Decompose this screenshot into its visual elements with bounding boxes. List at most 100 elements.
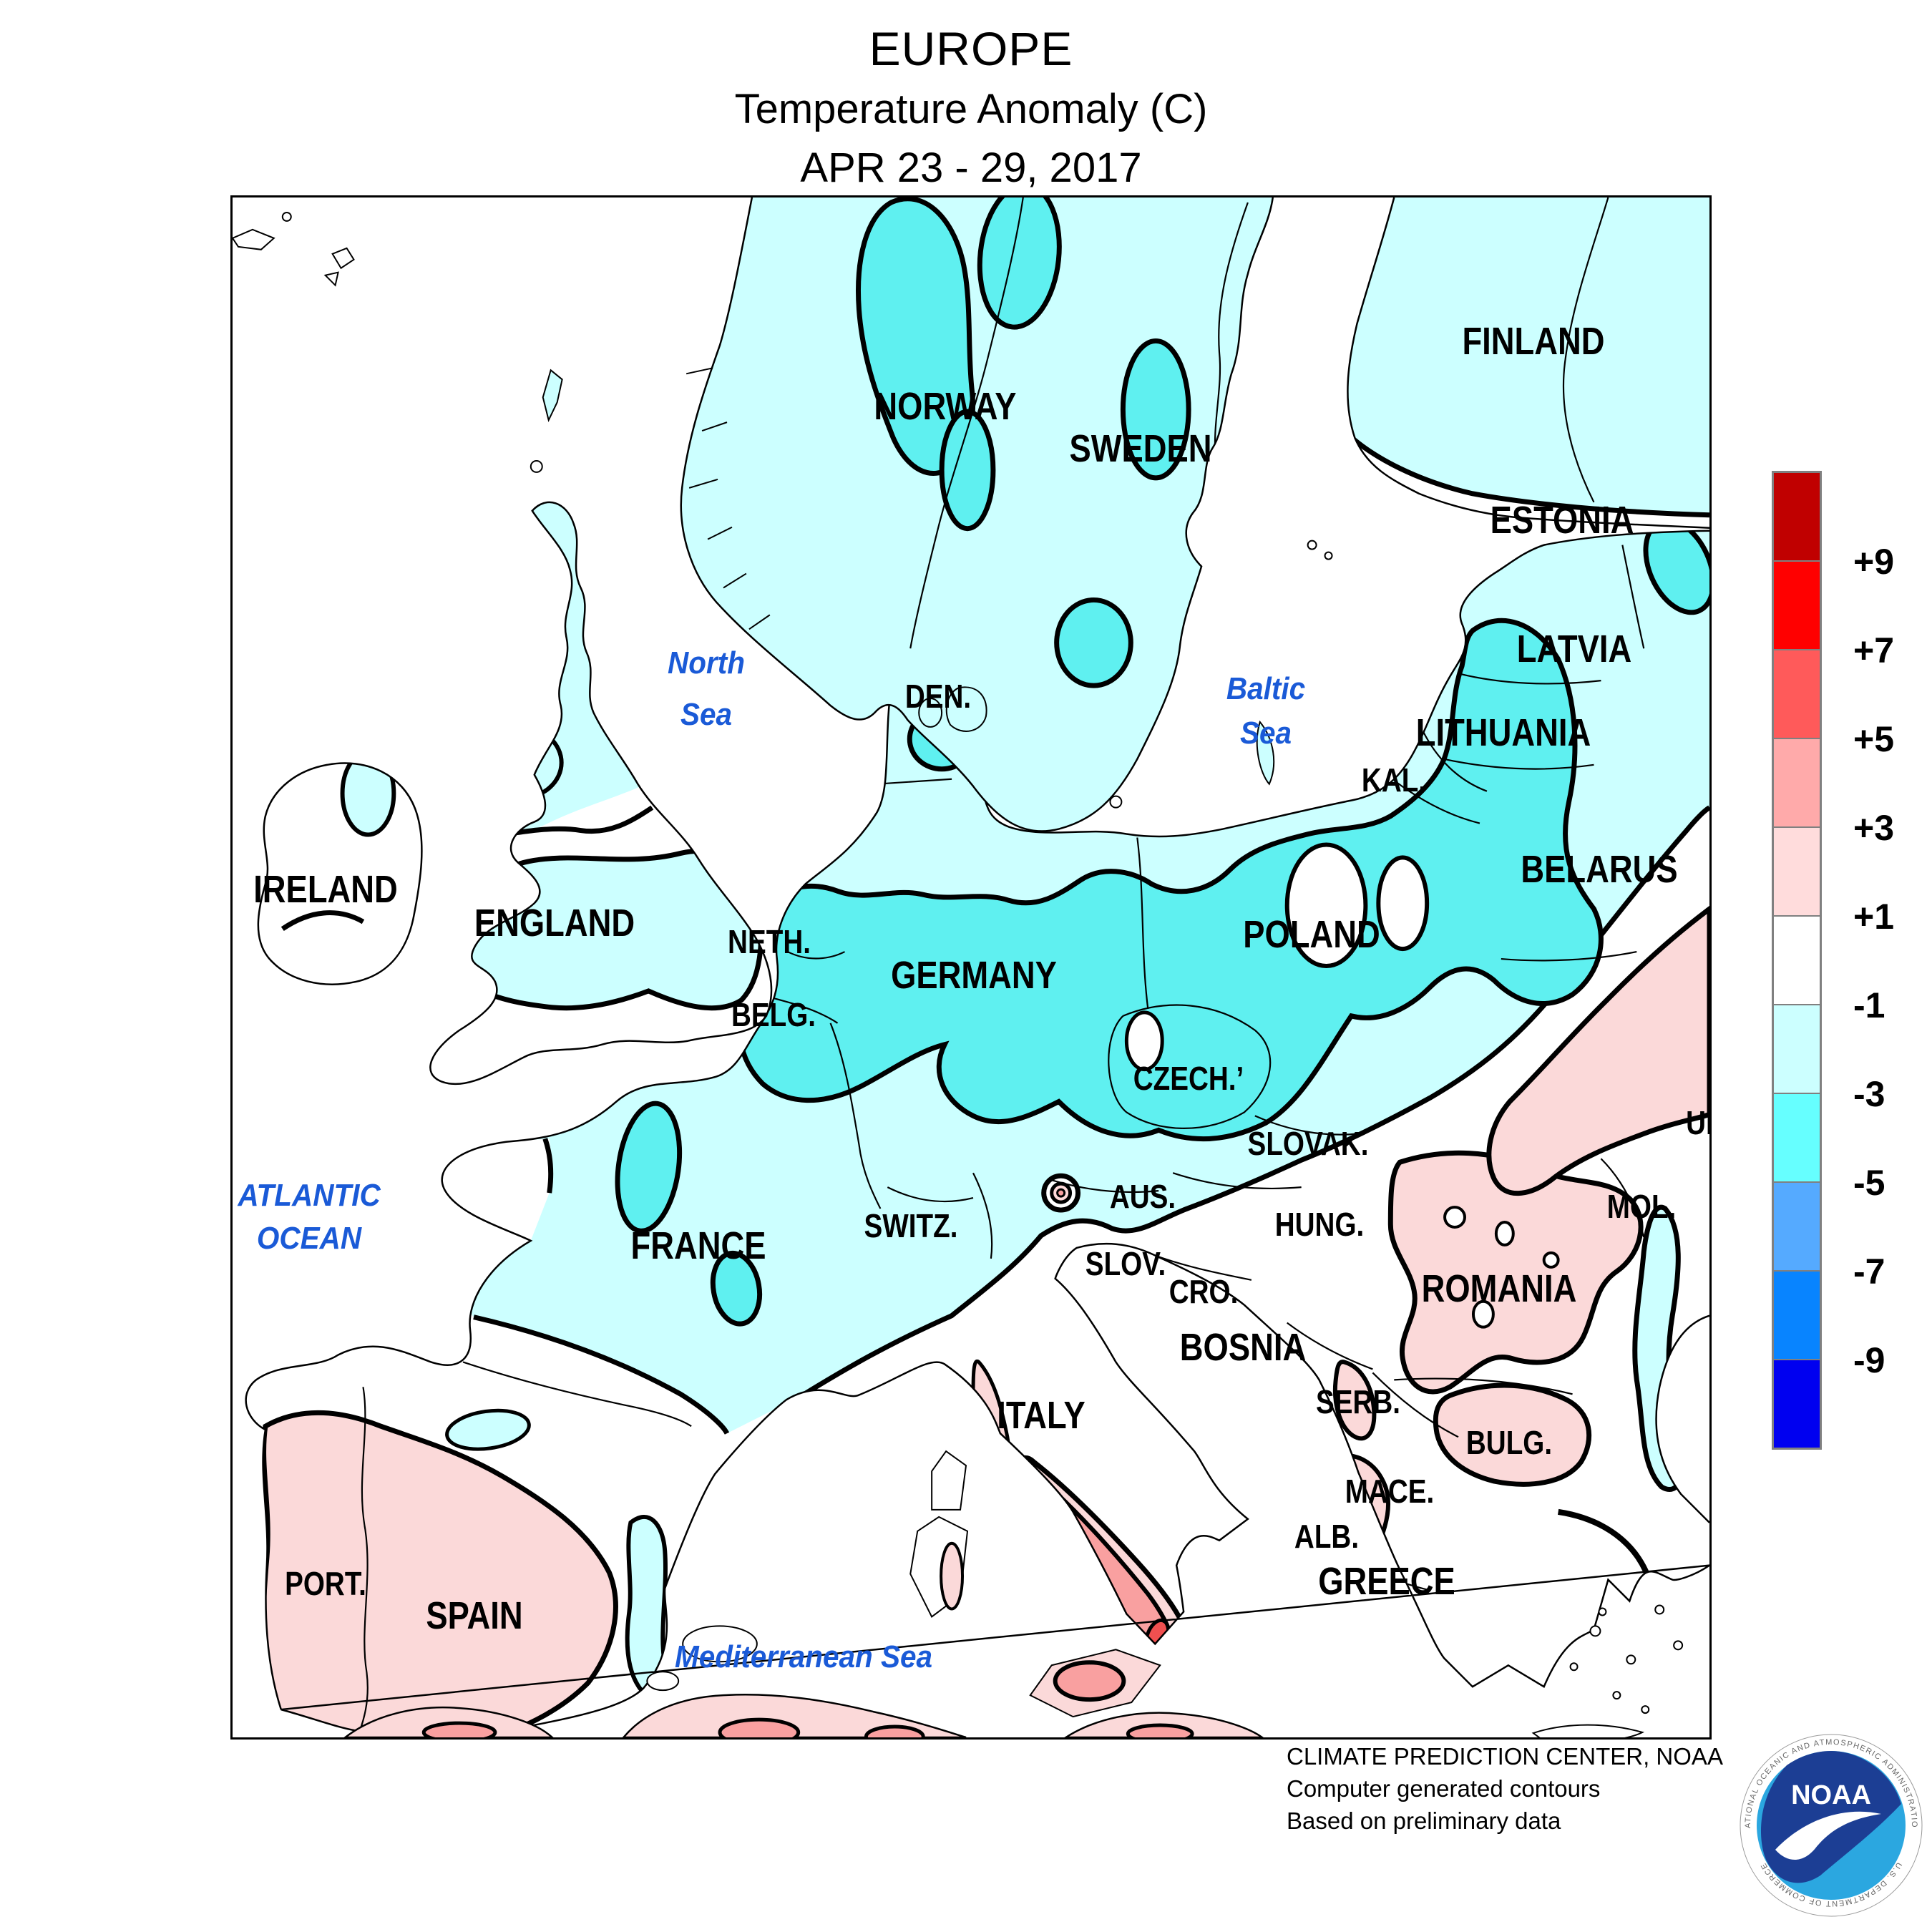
legend-swatch	[1774, 560, 1820, 649]
legend-tick-plus9: +9	[1853, 542, 1895, 582]
country-label-port-: PORT.	[285, 1565, 366, 1602]
norway-fjords	[686, 367, 771, 630]
country-label-poland: POLAND	[1243, 913, 1380, 956]
country-label-cro-: CRO.	[1169, 1273, 1239, 1310]
sea-label-atlantic: ATLANTIC	[238, 1178, 381, 1213]
title-block: EUROPE Temperature Anomaly (C) APR 23 - …	[230, 17, 1712, 197]
country-label-bulg-: BULG.	[1465, 1424, 1553, 1461]
faroe-islands	[331, 247, 355, 270]
cold-core-sweden-south	[1054, 597, 1133, 688]
warm-hole-romania-2	[1494, 1221, 1515, 1246]
country-label-lithuania: LITHUANIA	[1415, 711, 1591, 754]
cold-core-sweden-mid	[1120, 338, 1191, 481]
map-date-range: APR 23 - 29, 2017	[800, 145, 1142, 191]
country-label-belg-: BELG.	[731, 996, 816, 1033]
contour-brittany	[542, 1138, 554, 1194]
sea-label-mediterranean-sea: Mediterranean Sea	[675, 1639, 932, 1674]
sea-label-sea: Sea	[680, 697, 733, 732]
country-label-belarus: BELARUS	[1521, 848, 1678, 891]
country-label-england: ENGLAND	[474, 902, 635, 945]
legend-tick-minus9: -9	[1853, 1340, 1885, 1380]
country-label-alb-: ALB.	[1294, 1518, 1360, 1555]
coastline-finland	[1347, 197, 1709, 529]
country-label-czech-: CZECH.’	[1133, 1060, 1244, 1097]
country-label-aus-: AUS.	[1109, 1178, 1176, 1215]
cold-core-norway-south	[939, 409, 996, 532]
contour-finland	[1347, 427, 1709, 518]
cold-core-norway-2	[977, 197, 1062, 330]
corsica	[931, 1450, 967, 1511]
country-label-sweden: SWEDEN	[1069, 427, 1212, 470]
cold-core-france-2	[710, 1250, 763, 1327]
country-label-slov-: SLOV.	[1085, 1245, 1166, 1282]
country-label-france: FRANCE	[630, 1224, 766, 1267]
country-label-mol-: MOL.	[1606, 1188, 1677, 1225]
credits-method: Computer generated contours	[1287, 1775, 1601, 1802]
country-label-hung-: HUNG.	[1274, 1206, 1365, 1243]
noaa-logo: NATIONAL OCEANIC AND ATMOSPHERIC ADMINIS…	[1740, 1734, 1923, 1917]
country-label-uk: UK	[1686, 1104, 1709, 1141]
sea-label-ocean: OCEAN	[256, 1221, 362, 1256]
legend-color-bar	[1772, 471, 1822, 1450]
country-label-kal-: KAL.	[1361, 761, 1427, 799]
sea-label-baltic: Baltic	[1226, 671, 1306, 706]
legend-tick-minus3: -3	[1853, 1074, 1885, 1114]
warm-hole-czech	[1124, 1010, 1164, 1072]
country-label-ireland: IRELAND	[253, 868, 398, 911]
legend-swatch	[1774, 1181, 1820, 1270]
warm-hole-romania-1	[1443, 1206, 1466, 1229]
warm-serbia	[1332, 1360, 1377, 1441]
legend-swatch	[1774, 1093, 1820, 1181]
warm-hole-romania-3	[1542, 1251, 1560, 1269]
ireland	[257, 762, 423, 985]
warm-ukraine	[1486, 904, 1709, 1196]
anomaly-map	[233, 197, 1709, 1737]
scandinavia-borders	[909, 197, 1249, 649]
warm-bulgaria	[1433, 1382, 1592, 1487]
legend-tick-minus7: -7	[1853, 1252, 1885, 1292]
cold-core-norway-1	[856, 197, 976, 476]
shetland	[542, 369, 563, 423]
warm-hole-romania-4	[1471, 1299, 1495, 1329]
legend-swatch	[1774, 915, 1820, 1004]
legend-swatch	[1774, 826, 1820, 915]
logo-seagull-icon	[1775, 1811, 1881, 1860]
legend-tick-minus1: -1	[1853, 985, 1885, 1025]
bornholm	[1109, 795, 1123, 809]
logo-acronym: NOAA	[1791, 1780, 1871, 1810]
alps-bullseye	[1041, 1173, 1081, 1213]
warm-hole-poland-1	[1284, 842, 1368, 968]
legend-swatch	[1774, 473, 1820, 560]
country-label-bosnia: BOSNIA	[1179, 1326, 1307, 1369]
country-label-den-: DEN.	[904, 678, 972, 715]
contour-ireland-south	[280, 910, 365, 932]
legend-tick-plus5: +5	[1853, 719, 1895, 759]
map-area: NORWAY SWEDEN FINLAND ESTONIA LATVIA LITHUANI…	[230, 195, 1712, 1740]
map-variable-title: Temperature Anomaly (C)	[734, 86, 1208, 132]
iceland-corner	[233, 228, 275, 250]
mallorca	[682, 1625, 758, 1663]
legend-tick-plus3: +3	[1853, 808, 1895, 848]
country-borders	[357, 545, 1645, 1735]
cold-ulster	[340, 763, 396, 837]
legend-swatch	[1774, 1359, 1820, 1448]
coastline-gb	[429, 501, 773, 1085]
legend-swatch	[1774, 738, 1820, 826]
brittany-white	[441, 1138, 552, 1241]
country-label-serb-: SERB.	[1315, 1383, 1401, 1420]
legend-swatch	[1774, 649, 1820, 738]
legend-tick-minus5: -5	[1853, 1163, 1885, 1203]
legend-swatch	[1774, 1270, 1820, 1359]
country-label-neth-: NETH.	[728, 923, 811, 960]
country-label-switz-: SWITZ.	[864, 1207, 958, 1244]
country-label-mace-: MACE.	[1345, 1473, 1435, 1510]
aland	[1307, 540, 1317, 550]
crete	[1531, 1724, 1644, 1737]
country-label-spain: SPAIN	[426, 1594, 523, 1637]
country-label-estonia: ESTONIA	[1490, 499, 1634, 542]
warm-core-sicily	[1053, 1660, 1126, 1702]
cold-core-peipus	[1643, 530, 1709, 615]
cold-core-france-1	[615, 1101, 683, 1234]
coastline-mainland	[245, 530, 1709, 1736]
